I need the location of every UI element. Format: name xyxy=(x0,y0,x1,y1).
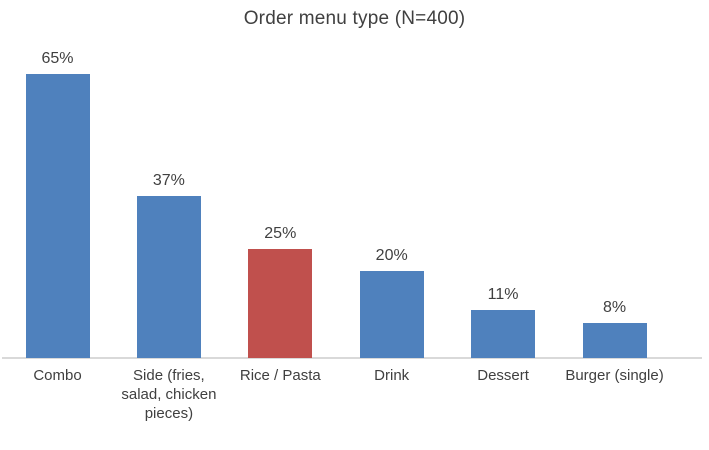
bar-2 xyxy=(248,249,313,358)
bar-3 xyxy=(359,271,424,358)
x-axis-tick-label-1: Side (fries, salad, chicken pieces) xyxy=(121,367,217,422)
bar-0 xyxy=(25,74,90,358)
chart-title: Order menu type (N=400) xyxy=(243,8,466,29)
bar-value-label-5: 8% xyxy=(602,299,627,316)
bar-value-label-2: 25% xyxy=(264,225,297,242)
bar-1 xyxy=(136,196,201,358)
bar-value-label-3: 20% xyxy=(375,247,408,264)
x-axis-tick-label-2: Rice / Pasta xyxy=(239,367,321,384)
x-axis-tick-label-3: Drink xyxy=(374,367,410,384)
bar-value-label-1: 37% xyxy=(152,172,185,189)
bar-value-label-4: 11% xyxy=(487,286,519,303)
x-axis-tick-label-0: Combo xyxy=(33,367,82,384)
x-axis-tick-label-4: Dessert xyxy=(477,367,529,384)
bar-5 xyxy=(582,323,647,358)
bar-4 xyxy=(471,310,536,358)
x-axis-tick-label-5: Burger (single) xyxy=(565,367,664,384)
x-axis-line xyxy=(2,357,702,359)
bar-value-label-0: 65% xyxy=(41,50,74,67)
